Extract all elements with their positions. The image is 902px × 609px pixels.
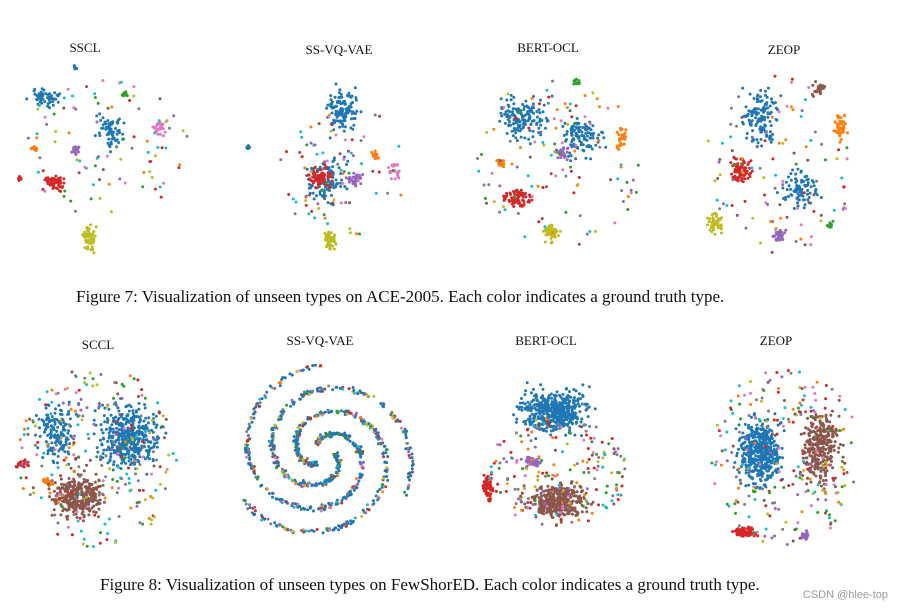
fig8-panel-title-2: SS-VQ-VAE — [286, 333, 354, 348]
fig8-panel-title-3: BERT-OCL — [515, 333, 577, 348]
fig8-scatter-sccl — [14, 370, 178, 549]
fig7-panel-title-2: SS-VQ-VAE — [305, 42, 373, 57]
fig8-caption: Figure 8: Visualization of unseen types … — [100, 575, 760, 594]
watermark: CSDN @hlee-top — [802, 589, 888, 601]
fig8-scatter-ss-vq-vae — [242, 363, 415, 535]
fig7-scatter-sscl — [17, 64, 189, 255]
fig7-caption: Figure 7: Visualization of unseen types … — [76, 287, 725, 306]
fig7-panel-title-3: BERT-OCL — [517, 40, 579, 55]
fig8-panel-title-4: ZEOP — [759, 333, 793, 348]
fig8-scatter-bert-ocl — [481, 381, 627, 527]
fig8-panel-title-1: SCCL — [81, 337, 115, 352]
fig7-scatter-bert-ocl — [476, 77, 640, 246]
fig7-scatter-ss-vq-vae — [245, 82, 403, 251]
fig7-scatter-zeop — [705, 74, 849, 254]
fig7-panel-title-4: ZEOP — [767, 42, 801, 57]
fig7-panel-title-1: SSCL — [69, 40, 101, 55]
fig8-scatter-zeop — [710, 369, 856, 546]
